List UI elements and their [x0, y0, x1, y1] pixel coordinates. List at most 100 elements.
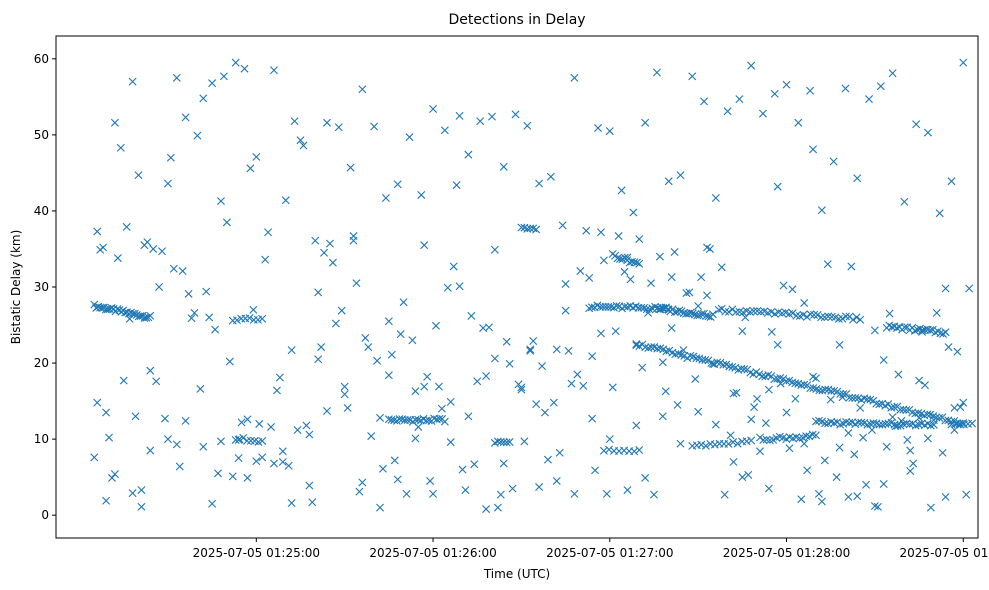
- data-point: [239, 433, 248, 442]
- data-point: [216, 197, 225, 206]
- data-point: [738, 327, 747, 336]
- data-point: [499, 459, 508, 468]
- data-point: [558, 221, 567, 230]
- data-point: [458, 465, 467, 474]
- data-point: [620, 267, 629, 276]
- data-point: [214, 469, 223, 478]
- data-point: [873, 502, 882, 511]
- data-point: [346, 163, 355, 172]
- data-point: [158, 247, 167, 256]
- data-point: [944, 343, 953, 352]
- data-point: [440, 126, 449, 135]
- data-point: [96, 303, 105, 312]
- data-point: [199, 94, 208, 103]
- data-point: [870, 502, 879, 511]
- data-point: [464, 412, 473, 421]
- data-point: [613, 254, 622, 263]
- x-tick-label: 2025-07-05 01:28:00: [723, 546, 850, 560]
- data-point: [806, 86, 815, 95]
- data-point: [799, 310, 808, 319]
- data-point: [941, 492, 950, 501]
- data-point: [841, 312, 850, 321]
- data-point: [641, 473, 650, 482]
- data-point: [325, 239, 334, 248]
- data-point: [744, 470, 753, 479]
- data-point: [896, 405, 905, 414]
- data-point: [867, 426, 876, 434]
- data-point: [929, 416, 938, 425]
- data-point: [615, 254, 624, 263]
- data-point: [673, 400, 682, 409]
- data-point: [814, 489, 823, 498]
- data-point: [403, 416, 412, 425]
- data-point: [728, 362, 737, 371]
- data-point: [402, 489, 411, 498]
- data-point: [865, 95, 873, 104]
- data-point: [941, 284, 950, 293]
- data-point: [384, 371, 393, 380]
- data-point: [876, 82, 885, 91]
- data-point: [830, 386, 839, 395]
- data-point: [915, 413, 924, 422]
- data-point: [914, 409, 923, 418]
- data-point: [863, 395, 872, 404]
- data-point: [378, 464, 387, 473]
- data-point: [113, 254, 122, 263]
- data-point: [535, 483, 544, 492]
- data-point: [704, 312, 713, 321]
- data-point: [773, 182, 782, 191]
- data-point: [759, 435, 768, 444]
- data-point: [900, 323, 909, 332]
- data-point: [765, 436, 774, 445]
- data-point: [243, 473, 252, 482]
- data-point: [817, 497, 826, 506]
- y-tick-label: 20: [34, 356, 49, 370]
- data-point: [792, 311, 801, 320]
- data-point: [894, 370, 903, 379]
- data-point: [181, 416, 190, 425]
- data-point: [703, 291, 711, 300]
- data-point: [105, 433, 114, 442]
- data-point: [604, 445, 613, 454]
- data-point: [149, 244, 158, 253]
- data-point: [352, 279, 361, 288]
- data-point: [358, 478, 367, 487]
- data-point: [800, 439, 809, 448]
- data-point: [393, 475, 402, 484]
- data-point: [555, 448, 564, 457]
- data-point: [540, 408, 549, 417]
- data-point: [102, 408, 111, 417]
- data-point: [740, 365, 749, 374]
- data-point: [655, 252, 664, 261]
- data-point: [773, 340, 782, 349]
- data-point: [708, 359, 717, 368]
- data-point: [479, 324, 488, 333]
- data-point: [817, 313, 826, 322]
- data-point: [122, 222, 131, 231]
- data-point: [107, 473, 116, 482]
- data-point: [926, 503, 935, 512]
- data-point: [923, 410, 932, 419]
- data-point: [647, 343, 656, 352]
- data-point: [788, 378, 797, 387]
- data-point: [618, 255, 627, 264]
- data-point: [813, 310, 822, 319]
- data-point: [785, 444, 794, 453]
- data-point: [284, 461, 293, 470]
- data-point: [697, 273, 706, 282]
- y-tick-label: 10: [34, 432, 49, 446]
- data-point: [756, 447, 765, 456]
- data-point: [146, 446, 155, 455]
- data-point: [299, 141, 308, 150]
- data-point: [679, 346, 688, 355]
- data-point: [839, 390, 848, 399]
- x-tick-label: 2025-07-05 01:27:00: [546, 546, 673, 560]
- data-point: [879, 356, 888, 365]
- data-point: [267, 422, 276, 431]
- data-point: [411, 434, 420, 443]
- data-point: [688, 309, 697, 318]
- data-point: [721, 307, 730, 316]
- data-point: [764, 385, 773, 394]
- data-point: [947, 177, 956, 186]
